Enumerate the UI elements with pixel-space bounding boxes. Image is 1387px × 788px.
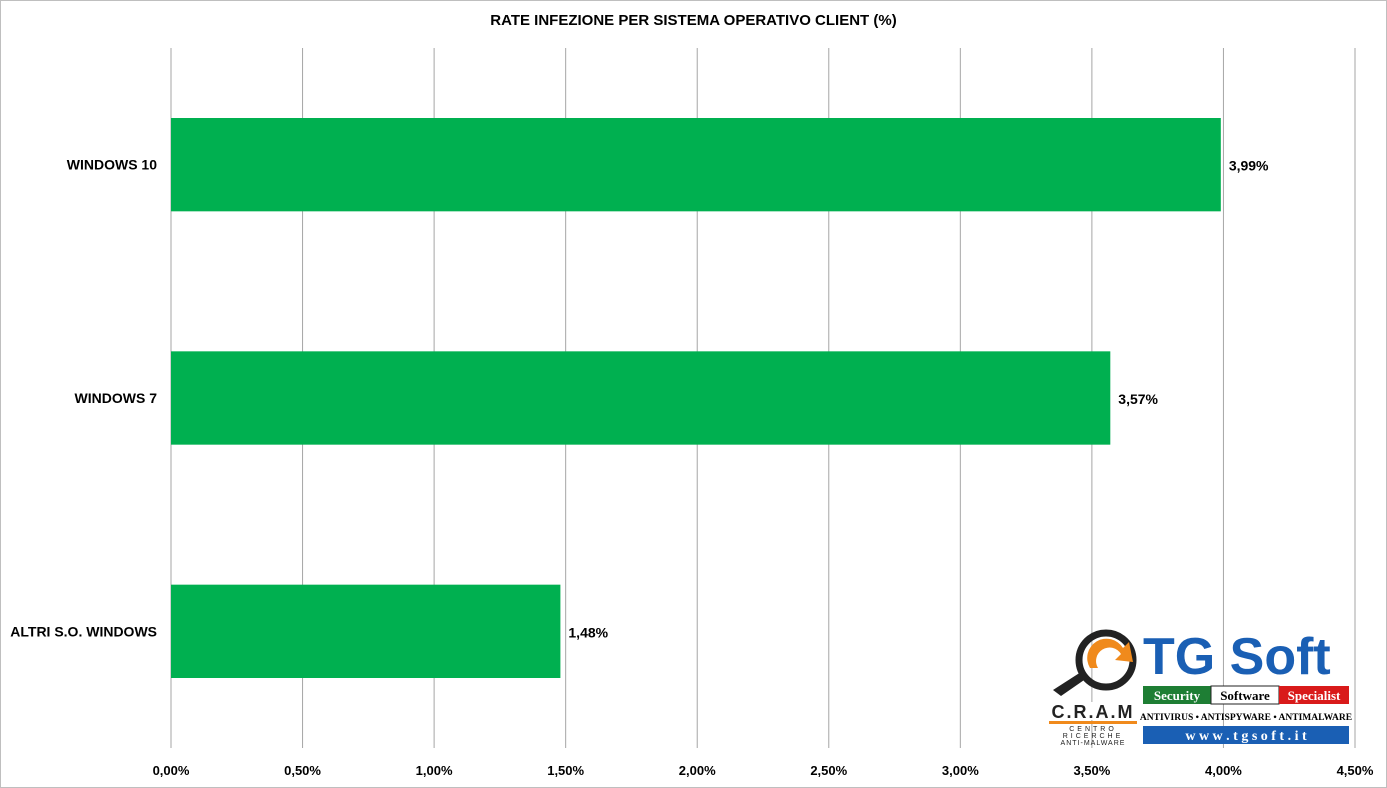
x-tick-label: 1,00% — [416, 763, 453, 778]
logo-url: w w w . t g s o f t . i t — [1185, 729, 1307, 744]
logo-subline: ANTIVIRUS • ANTISPYWARE • ANTIMALWARE — [1140, 713, 1352, 723]
labels: 0,00% 0,50% 1,00% 1,50% 2,00% 2,50% 3,00% 3,50%… — [10, 157, 1374, 778]
logo-cram: C.R.A.M — [1052, 702, 1135, 722]
logo-cram-sub-1: CENTRO — [1069, 726, 1117, 733]
data-label: 1,48% — [568, 624, 608, 640]
magnifier-handle — [1053, 672, 1087, 696]
logo-cram-sub-3: ANTI-MALWARE — [1061, 740, 1126, 747]
data-label: 3,99% — [1229, 158, 1269, 174]
logo-tagline-specialist: Specialist — [1288, 688, 1341, 703]
category-label: ALTRI S.O. WINDOWS — [10, 623, 157, 639]
data-label: 3,57% — [1118, 391, 1158, 407]
logo-tagline-software: Software — [1220, 688, 1270, 703]
logo-cram-sub-2: RICERCHE — [1063, 733, 1124, 740]
x-tick-label: 4,50% — [1337, 763, 1374, 778]
bar — [171, 351, 1111, 445]
chart-title: RATE INFEZIONE PER SISTEMA OPERATIVO CLI… — [490, 12, 897, 29]
x-tick-label: 2,00% — [679, 763, 716, 778]
x-tick-label: 0,50% — [284, 763, 321, 778]
bar — [171, 584, 561, 678]
category-label: WINDOWS 10 — [67, 157, 157, 173]
x-tick-label: 1,50% — [547, 763, 584, 778]
logo-brand: TG Soft — [1143, 628, 1331, 686]
x-tick-label: 2,50% — [810, 763, 847, 778]
x-tick-label: 4,00% — [1205, 763, 1242, 778]
x-tick-label: 3,50% — [1073, 763, 1110, 778]
tgsoft-logo: TG Soft Security Software Specialist ANT… — [1047, 628, 1352, 747]
x-tick-label: 0,00% — [153, 763, 190, 778]
arrow-icon — [1087, 638, 1133, 668]
bars — [171, 118, 1221, 678]
x-tick-label: 3,00% — [942, 763, 979, 778]
magnifier-icon — [1075, 629, 1137, 691]
bar — [171, 118, 1221, 212]
logo-tagline-security: Security — [1154, 688, 1201, 703]
category-label: WINDOWS 7 — [75, 390, 158, 406]
